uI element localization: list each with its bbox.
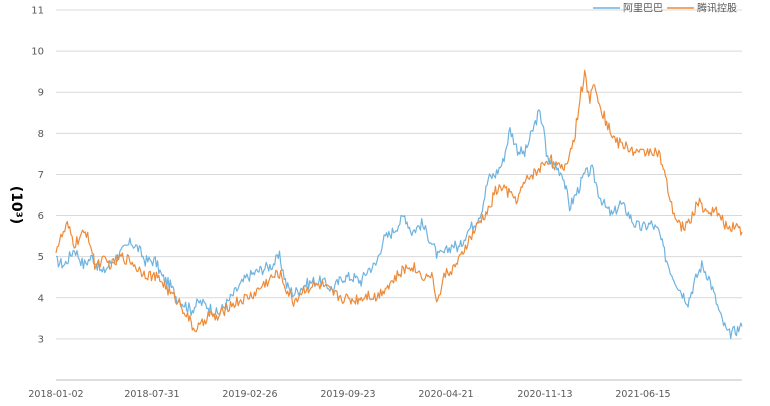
x-tick-label: 2020-11-13 (517, 389, 572, 400)
x-tick-labels: 2018-01-02 2018-07-31 2019-02-26 2019-09-23… (28, 389, 670, 400)
legend: 阿里巴巴 腾讯控股 (593, 2, 737, 15)
grid-lines (56, 9, 742, 381)
x-tick-label: 2019-09-23 (320, 389, 375, 400)
y-tick-label: 10 (31, 47, 44, 58)
x-tick-label: 2019-02-26 (222, 389, 277, 400)
y-tick-label: 6 (38, 211, 44, 222)
y-axis-label: (10³) (8, 186, 24, 224)
x-tick-label: 2021-06-15 (615, 389, 670, 400)
x-tick-label: 2018-01-02 (28, 389, 83, 400)
y-tick-label: 3 (38, 334, 44, 345)
y-tick-label: 8 (38, 129, 44, 140)
series-lines (55, 69, 743, 340)
y-tick-label: 11 (31, 6, 44, 17)
series-line-1 (55, 109, 743, 340)
y-tick-label: 9 (38, 88, 44, 99)
legend-label: 阿里巴巴 (623, 3, 663, 15)
x-tick-label: 2018-07-31 (124, 389, 179, 400)
legend-label: 腾讯控股 (697, 2, 737, 15)
y-tick-label: 4 (38, 293, 44, 304)
series-line-2 (55, 69, 743, 333)
y-tick-label: 7 (38, 170, 44, 181)
y-tick-label: 5 (38, 252, 44, 263)
y-tick-labels: 3 4 5 6 7 8 9 10 11 (31, 6, 44, 346)
x-tick-label: 2020-04-21 (418, 389, 473, 400)
